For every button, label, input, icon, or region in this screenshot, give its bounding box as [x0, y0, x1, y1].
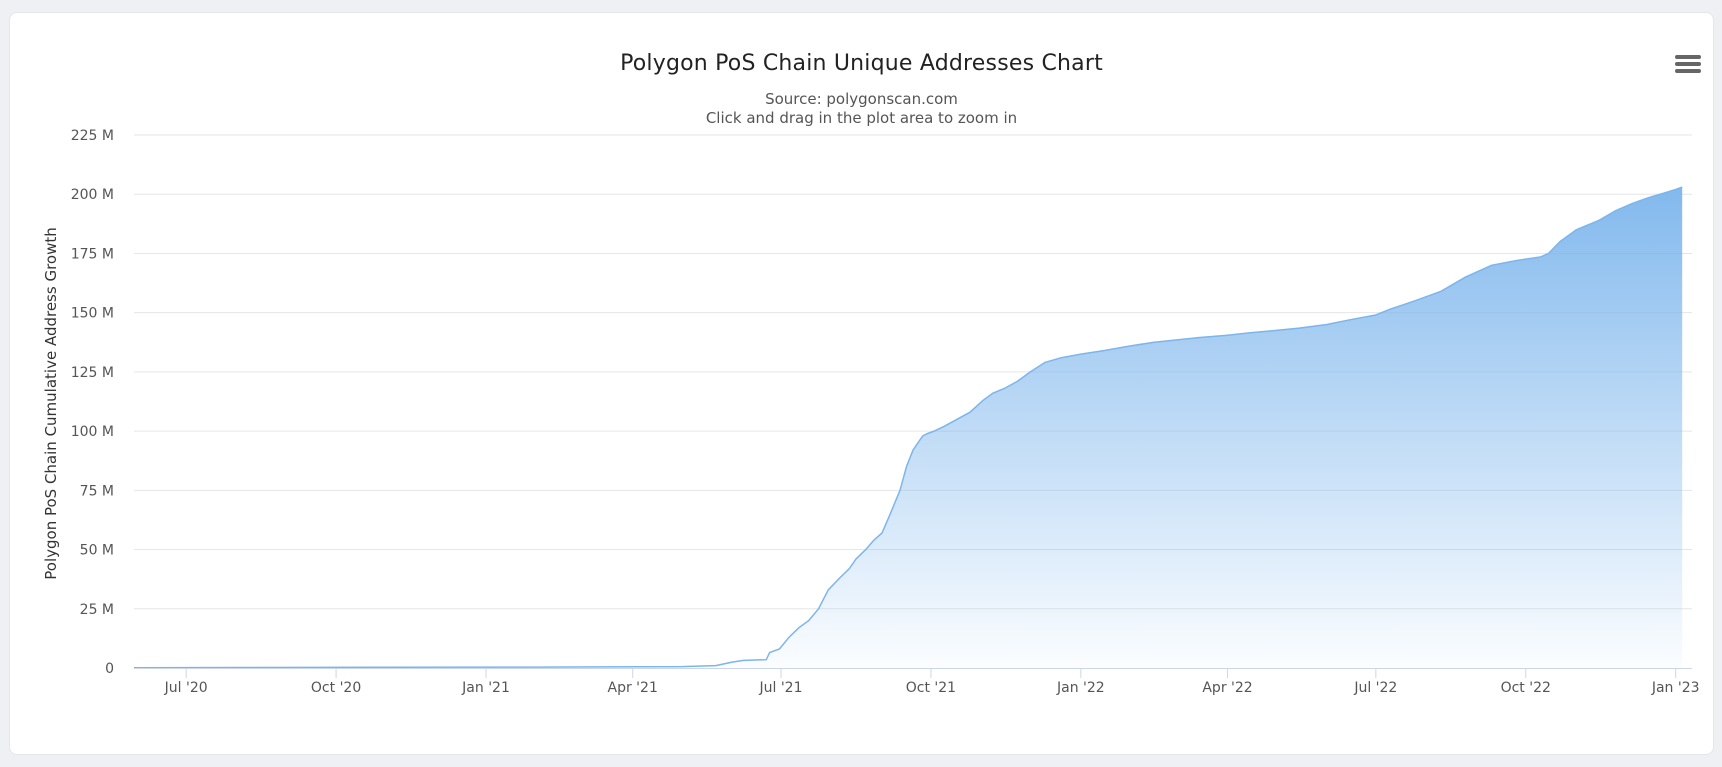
x-tick-label: Oct '22 [1501, 680, 1551, 696]
y-tick-label: 0 [105, 661, 114, 677]
chart-zoom-hint: Click and drag in the plot area to zoom … [705, 109, 1018, 127]
y-tick-label: 125 M [71, 365, 114, 381]
y-tick-label: 200 M [71, 187, 114, 203]
chart-subtitle: Source: polygonscan.com Click and drag i… [10, 90, 1713, 128]
x-tick-label: Jan '23 [1651, 680, 1700, 696]
x-tick-label: Apr '22 [1202, 680, 1252, 696]
x-tick-label: Jan '22 [1056, 680, 1105, 696]
x-tick-label: Jul '22 [1353, 680, 1397, 696]
y-axis-label: Polygon PoS Chain Cumulative Address Gro… [42, 227, 60, 579]
chart-title: Polygon PoS Chain Unique Addresses Chart [620, 51, 1103, 76]
x-tick-label: Oct '21 [906, 680, 956, 696]
y-tick-label: 50 M [80, 543, 114, 559]
x-tick-label: Jul '21 [758, 680, 802, 696]
series-line [133, 186, 1683, 669]
hamburger-menu-icon[interactable] [1675, 55, 1701, 79]
y-tick-label: 225 M [71, 128, 114, 144]
y-tick-label: 150 M [71, 306, 114, 322]
y-tick-label: 100 M [71, 424, 114, 440]
x-tick-label: Oct '20 [311, 680, 361, 696]
y-axis-ticks: 0 25 M 50 M 75 M 100 M 125 M 150 M 175 M 200 M 22… [71, 128, 114, 677]
series-layer [133, 186, 1683, 669]
y-tick-label: 175 M [71, 246, 114, 262]
x-tick-label: Jan '21 [461, 680, 510, 696]
series-area [134, 187, 1683, 668]
x-axis: Jul '20 Oct '20 Jan '21 Apr '21 Jul '21 Oct '… [134, 668, 1700, 696]
x-tick-label: Jul '20 [164, 680, 208, 696]
x-tick-label: Apr '21 [608, 680, 658, 696]
y-tick-label: 75 M [80, 483, 114, 499]
chart-source-text: Source: polygonscan.com [765, 90, 958, 108]
y-tick-label: 25 M [80, 602, 114, 618]
